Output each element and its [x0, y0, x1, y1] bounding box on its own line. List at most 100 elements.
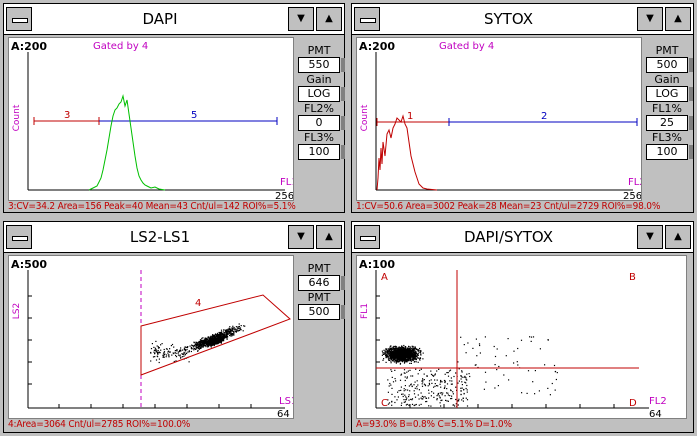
scatter-point — [417, 357, 419, 359]
scatter-point — [397, 355, 399, 357]
scatter-point — [385, 357, 387, 359]
scatter-point — [411, 350, 413, 352]
scatter-point — [400, 374, 402, 376]
system-menu-icon[interactable] — [6, 7, 32, 31]
scatter-point — [383, 358, 385, 360]
scatter-point — [413, 352, 415, 354]
system-menu-icon[interactable] — [354, 225, 380, 249]
scatter-point — [204, 339, 206, 341]
scatter-point — [225, 335, 227, 337]
scatter-point — [446, 388, 448, 390]
chevron-up-icon[interactable]: ▲ — [665, 225, 691, 249]
fl3-comp-field[interactable]: 100 — [646, 144, 693, 160]
dapi-plot[interactable]: A:200 Gated by 4 Count 3 5 FL1 256 — [8, 37, 294, 201]
scatter-point — [466, 373, 468, 375]
scatter-point — [412, 351, 414, 353]
scatter-point — [212, 334, 214, 336]
gain-field[interactable]: LOG — [646, 86, 693, 102]
scatter-point — [421, 398, 423, 400]
scatter-point — [155, 359, 158, 361]
scatter-point — [196, 346, 199, 348]
scatter-point — [396, 350, 398, 352]
pmt-field[interactable]: 500 — [646, 57, 693, 73]
scatter-point — [403, 369, 406, 371]
scatter-point — [398, 352, 400, 354]
scatter-point — [418, 349, 420, 351]
scatter-point — [227, 328, 229, 331]
dapi-histogram: A:200 Gated by 4 Count 3 5 FL1 256 — [11, 40, 293, 200]
scatter-point — [189, 345, 191, 347]
scatter-point — [218, 340, 220, 342]
fl3-comp-field[interactable]: 100 — [298, 144, 345, 160]
scatter-point — [402, 395, 404, 398]
chevron-up-icon[interactable]: ▲ — [316, 225, 342, 249]
chevron-up-icon[interactable]: ▲ — [316, 7, 342, 31]
scatter-point — [232, 328, 234, 330]
scatter-point — [382, 352, 384, 354]
scatter-point — [218, 341, 220, 343]
chevron-up-icon[interactable]: ▲ — [665, 7, 691, 31]
panel-title: DAPI — [142, 10, 178, 28]
scatter-point — [188, 361, 190, 363]
ls2-ls1-plot[interactable]: A:500 LS2 4 LS1 64 — [8, 255, 294, 419]
scatter-point — [395, 357, 397, 359]
scatter-point — [413, 358, 415, 360]
chevron-down-icon[interactable]: ▼ — [288, 225, 314, 249]
pmt-field[interactable]: 550 — [298, 57, 345, 73]
scatter-point — [206, 340, 208, 342]
scatter-point — [461, 376, 463, 378]
scatter-point — [403, 358, 406, 360]
scatter-point — [414, 358, 416, 361]
scatter-point — [227, 332, 229, 334]
scatter-point — [534, 370, 536, 372]
pmt-field-ls2[interactable]: 500 — [298, 304, 345, 320]
status-line: 1:CV=50.6 Area=3002 Peak=28 Mean=23 Cnt/… — [356, 201, 661, 212]
scatter-point — [493, 345, 495, 348]
scatter-point — [211, 335, 213, 337]
scatter-point — [444, 385, 446, 387]
scatter-point — [219, 337, 221, 340]
scatter-point — [396, 356, 398, 358]
scatter-point — [408, 399, 410, 401]
chevron-down-icon[interactable]: ▼ — [288, 7, 314, 31]
scatter-point — [415, 355, 417, 357]
scatter-point — [199, 347, 202, 349]
scatter-point — [395, 354, 397, 356]
scatter-point — [446, 392, 448, 394]
system-menu-icon[interactable] — [354, 7, 380, 31]
scatter-point — [439, 381, 442, 383]
scatter-point — [160, 349, 162, 351]
scatter-point — [215, 337, 217, 339]
scatter-point — [461, 370, 463, 372]
region-4-polygon[interactable] — [140, 294, 291, 376]
scatter-point — [466, 399, 469, 401]
gain-field[interactable]: LOG — [298, 86, 345, 102]
scatter-point — [214, 337, 216, 339]
scatter-point — [405, 351, 407, 353]
scatter-point — [414, 354, 416, 356]
scatter-point — [218, 342, 220, 344]
scatter-point — [423, 373, 425, 375]
pmt-field-ls1[interactable]: 646 — [298, 275, 345, 291]
count-label: A:200 — [11, 40, 47, 53]
scatter-point — [165, 356, 167, 358]
chevron-down-icon[interactable]: ▼ — [637, 7, 663, 31]
dapi-sytox-plot[interactable]: A:100 FL1 A B C D FL2 64 — [356, 255, 687, 419]
chevron-down-icon[interactable]: ▼ — [637, 225, 663, 249]
scatter-point — [422, 352, 424, 354]
scatter-point — [408, 347, 410, 349]
scatter-point — [446, 383, 449, 385]
scatter-point — [220, 335, 222, 337]
system-menu-icon[interactable] — [6, 225, 32, 249]
scatter-point — [401, 346, 403, 348]
scatter-point — [430, 405, 432, 407]
scatter-point — [182, 349, 184, 351]
scatter-point — [410, 354, 412, 356]
scatter-point — [195, 348, 198, 350]
fl1-comp-field[interactable]: 25 — [646, 115, 693, 131]
sytox-plot[interactable]: A:200 Gated by 4 Count 1 2 FL2 256 — [356, 37, 642, 201]
scatter-point — [432, 375, 435, 377]
scatter-point — [450, 390, 452, 392]
scatter-point — [447, 392, 449, 394]
fl2-comp-field[interactable]: 0 — [298, 115, 345, 131]
